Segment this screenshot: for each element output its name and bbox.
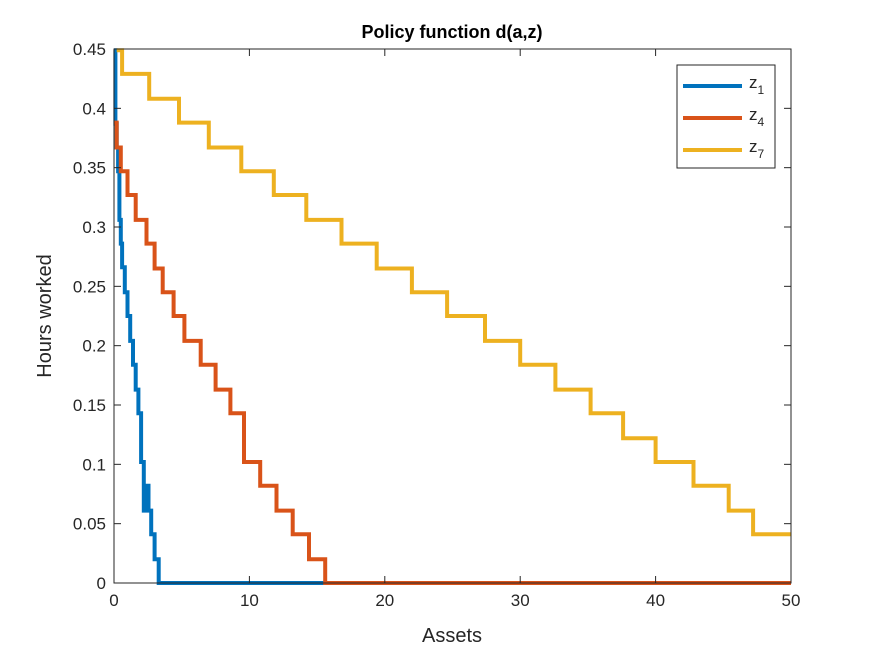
y-tick-label: 0.15 [73, 396, 106, 415]
legend-label-subscript: 7 [758, 147, 765, 161]
x-axis-label: Assets [422, 625, 482, 647]
legend-label-base: z [749, 73, 758, 92]
plot-frame [113, 48, 792, 584]
legend-label-base: z [749, 137, 758, 156]
legend-label-z7: z7 [749, 137, 765, 161]
y-tick-label: 0.35 [73, 159, 106, 178]
x-tick-label: 10 [240, 591, 259, 610]
y-tick-label: 0.1 [82, 455, 106, 474]
series-line-z4 [114, 120, 791, 585]
legend-label-z1: z1 [749, 73, 765, 97]
y-tick-label: 0.3 [82, 218, 106, 237]
y-axis-label: Hours worked [34, 254, 56, 377]
x-tick-label: 30 [511, 591, 530, 610]
y-tick-label: 0.2 [82, 337, 106, 356]
y-tick-label: 0.4 [82, 99, 106, 118]
legend-label-subscript: 1 [758, 83, 765, 97]
x-tick-label: 0 [109, 591, 118, 610]
x-tick-label: 20 [375, 591, 394, 610]
series-layer [113, 48, 791, 585]
legend-label-z4: z4 [749, 105, 765, 129]
y-tick-label: 0 [97, 574, 106, 593]
chart-title: Policy function d(a,z) [361, 22, 542, 42]
ticks-layer: 0 10 20 30 40 50 0 0.05 0.1 0.15 0.2 0.25 0.3 0.35 0.4… [73, 40, 801, 610]
legend-label-base: z [749, 105, 758, 124]
x-tick-label: 40 [646, 591, 665, 610]
series-line-z1 [113, 48, 791, 585]
y-tick-label: 0.45 [73, 40, 106, 59]
series-line-z7 [116, 48, 791, 537]
legend-label-subscript: 4 [758, 115, 765, 129]
y-tick-label: 0.25 [73, 277, 106, 296]
x-tick-label: 50 [782, 591, 801, 610]
y-tick-label: 0.05 [73, 515, 106, 534]
